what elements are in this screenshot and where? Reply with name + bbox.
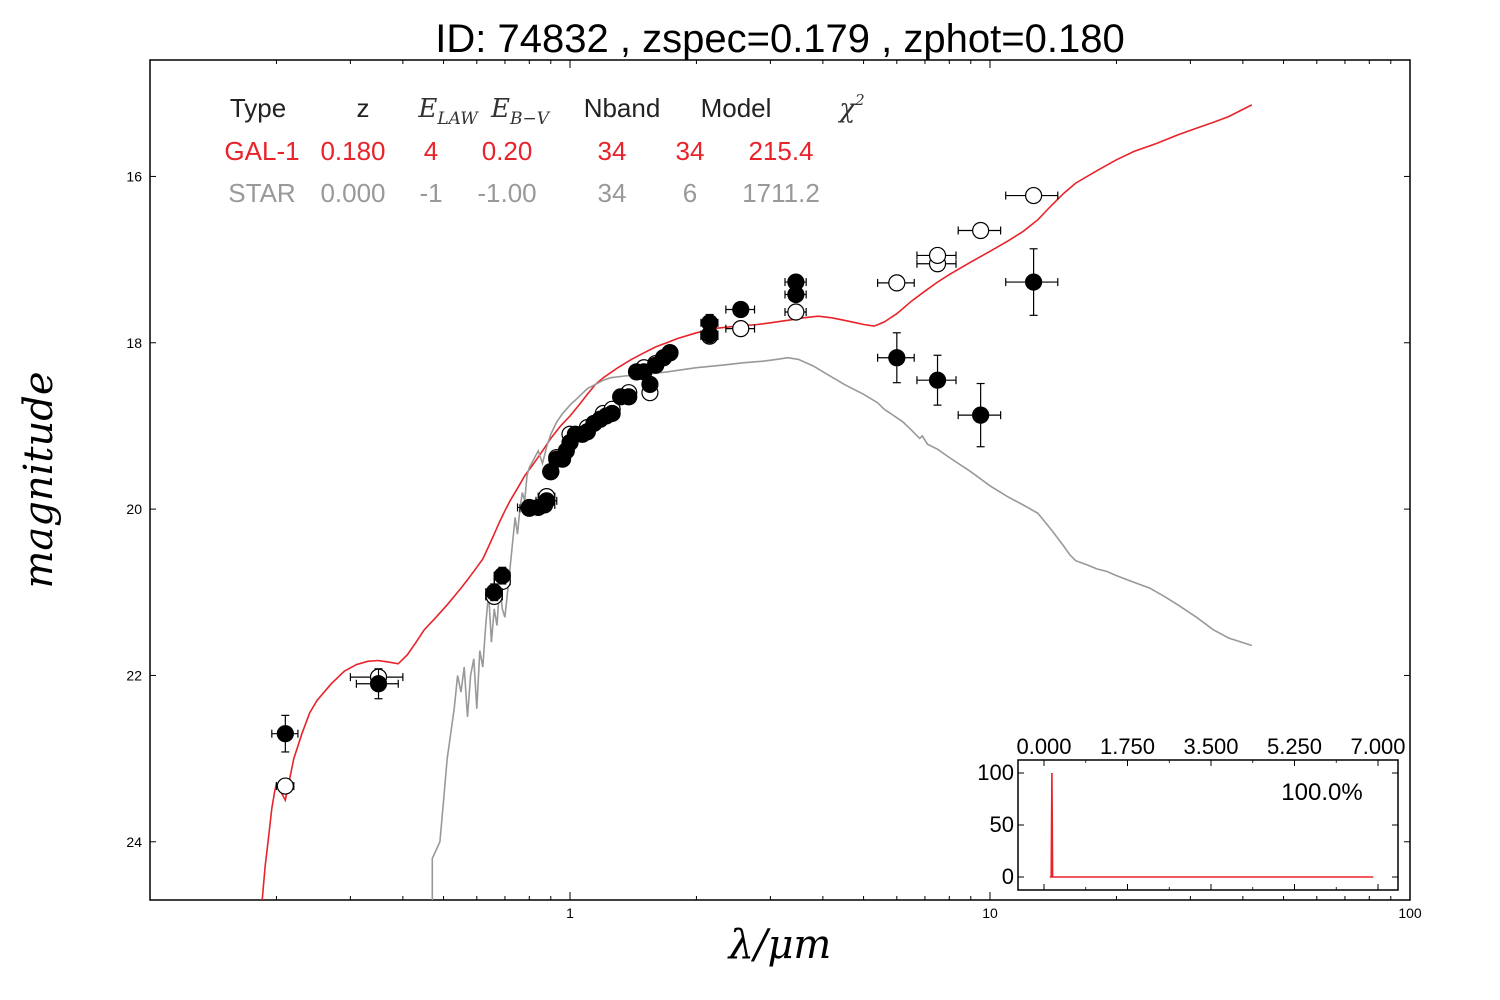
observed-point (535, 492, 558, 510)
observed-point (661, 344, 679, 362)
table-header: EB−V (490, 94, 551, 129)
observed-marker (701, 325, 719, 344)
y-tick-label: 16 (126, 168, 142, 184)
observed-marker (493, 567, 511, 585)
x-tick-label: 100 (1398, 905, 1422, 921)
observed-point (485, 583, 503, 602)
model-point (784, 303, 807, 321)
table-header: z (357, 93, 370, 123)
table-cell: 215.4 (748, 136, 813, 166)
model-point (1005, 186, 1059, 205)
table-cell: STAR (228, 178, 295, 208)
observed-point (641, 375, 659, 393)
observed-marker (928, 371, 947, 389)
observed-marker (485, 583, 503, 601)
inset-y-tick-label: 50 (990, 812, 1014, 837)
table-cell: 0.000 (320, 178, 385, 208)
plot-frame (149, 59, 1411, 901)
observed-point (784, 273, 807, 291)
model-marker (928, 246, 947, 265)
table-cell: 34 (598, 178, 627, 208)
table-header: ELAW (417, 94, 479, 129)
observed-marker (276, 725, 294, 743)
y-tick-label: 22 (126, 667, 142, 683)
photometry-points (271, 186, 1059, 795)
table-cell: 4 (424, 136, 438, 166)
model-point (725, 320, 756, 338)
x-axis: 1 10 100 (275, 60, 1422, 921)
y-tick-label: 18 (126, 335, 142, 351)
table-header: Type (230, 93, 286, 123)
inset-y-tick-label: 100 (977, 760, 1014, 785)
inset-x-tick-label: 3.500 (1183, 734, 1238, 759)
observed-point (916, 354, 957, 406)
table-cell: 1711.2 (742, 178, 820, 208)
inset-x-tick-label: 0.000 (1016, 734, 1071, 759)
observed-point (1005, 248, 1059, 316)
model-marker (732, 320, 750, 338)
observed-point (493, 566, 511, 585)
observed-point (620, 388, 638, 406)
pdz-line (1049, 772, 1374, 878)
x-tick-label: 10 (982, 905, 998, 921)
model-marker (1024, 186, 1043, 205)
table-cell: -1.00 (477, 178, 536, 208)
table-cell: 0.180 (320, 136, 385, 166)
observed-point (957, 382, 1002, 448)
observed-point (725, 300, 756, 319)
y-tick-label: 24 (126, 834, 142, 850)
inset-percentage: 100.0% (1281, 779, 1362, 806)
observed-marker (787, 285, 805, 304)
inset-x-tick-label: 7.000 (1350, 734, 1405, 759)
observed-marker (641, 375, 659, 393)
model-point (916, 246, 957, 265)
observed-point (355, 668, 399, 700)
y-tick-label: 20 (126, 501, 142, 517)
model-point (877, 274, 915, 292)
pdz-inset: 100.0% 0.000 1.750 3.500 5.250 7.000 100 50 0 (977, 734, 1406, 891)
model-marker (276, 777, 294, 795)
observed-marker (661, 344, 679, 362)
observed-marker (972, 406, 990, 424)
model-marker (888, 274, 906, 292)
observed-marker (1024, 273, 1043, 291)
y-axis: 16 18 20 22 24 (126, 168, 1410, 850)
star-model-line (431, 356, 1253, 900)
inset-x-tick-label: 1.750 (1100, 734, 1155, 759)
table-cell: 0.20 (482, 136, 533, 166)
table-cell: 34 (676, 136, 705, 166)
y-axis-label: magnitude (16, 371, 62, 588)
table-cell: 6 (683, 178, 697, 208)
fit-summary-table: Type z ELAW EB−V Nband Model χ2 GAL-1 0.180 4 0.20… (224, 91, 864, 208)
observed-marker (888, 349, 906, 367)
model-point (957, 221, 1002, 240)
table-cell: 34 (598, 136, 627, 166)
observed-marker (732, 300, 750, 319)
table-cell: -1 (419, 178, 442, 208)
observed-marker (369, 675, 388, 693)
x-tick-label: 1 (566, 905, 574, 921)
inset-x-tick-label: 5.250 (1267, 734, 1322, 759)
inset-frame (1017, 759, 1399, 891)
inset-y-tick-label: 0 (1002, 864, 1014, 889)
table-header: χ2 (837, 91, 864, 124)
model-point (275, 777, 295, 795)
observed-marker (603, 404, 621, 423)
observed-point (877, 332, 915, 384)
table-cell: GAL-1 (224, 136, 299, 166)
observed-marker (538, 492, 556, 510)
x-axis-label: λ/μm (727, 922, 832, 968)
observed-point (700, 325, 719, 344)
chart-title: ID: 74832 , zspec=0.179 , zphot=0.180 (435, 17, 1124, 61)
table-header: Nband (584, 93, 661, 123)
observed-point (271, 714, 299, 753)
table-header: Model (701, 93, 772, 123)
observed-point (784, 285, 807, 304)
model-marker (972, 221, 990, 240)
model-marker (787, 303, 805, 321)
model-curves (261, 104, 1253, 901)
observed-marker (620, 388, 638, 406)
observed-point (603, 404, 621, 423)
